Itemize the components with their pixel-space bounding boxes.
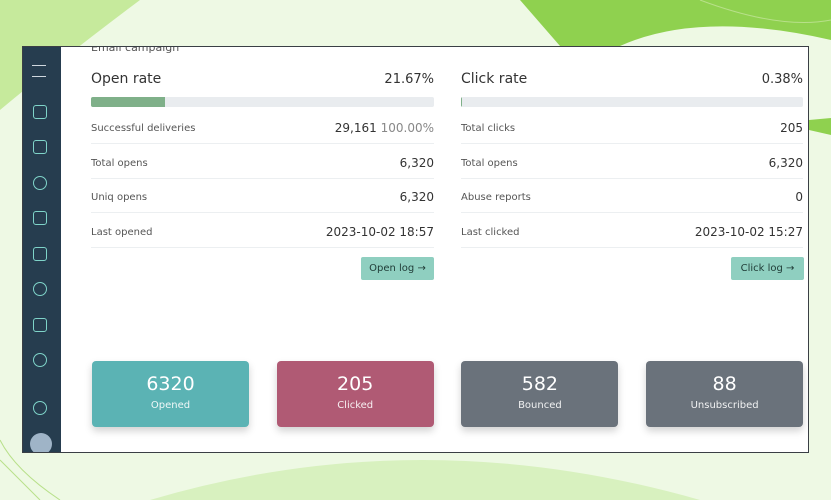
stat-card: 582 Bounced xyxy=(461,361,619,427)
row-value: 205 xyxy=(603,121,803,135)
panel-title: Open rate xyxy=(91,71,162,87)
value: 2023-10-02 15:27 xyxy=(694,224,803,239)
row-label: Abuse reports xyxy=(461,192,531,203)
page-heading: Email campaign xyxy=(91,46,180,54)
nav-home[interactable] xyxy=(33,105,47,119)
nav-templates[interactable] xyxy=(33,247,47,261)
row-value: 2023-10-02 15:27 xyxy=(603,225,803,239)
row-label: Successful deliveries xyxy=(91,123,196,134)
open-log-button[interactable]: Open log → xyxy=(361,257,434,280)
value: 205 xyxy=(780,121,803,135)
value: 6,320 xyxy=(399,190,434,204)
row-label: Uniq opens xyxy=(91,192,148,203)
row-divider xyxy=(91,143,434,144)
user-avatar[interactable] xyxy=(30,433,52,452)
row-value: 2023-10-02 18:57 xyxy=(234,225,434,239)
row-label: Total clicks xyxy=(461,123,516,134)
row-value: 6,320 xyxy=(603,156,803,170)
stat-number: 582 xyxy=(521,373,559,395)
nav-forms[interactable] xyxy=(33,318,47,332)
rate-value: 0.38% xyxy=(761,72,803,87)
row-divider xyxy=(461,177,803,179)
stat-caption: Clicked xyxy=(337,400,374,411)
rate-track xyxy=(91,97,434,107)
row-divider xyxy=(461,212,803,213)
value-percent: 100.00% xyxy=(380,121,434,135)
value: 0 xyxy=(795,190,803,204)
value: 6,320 xyxy=(399,155,434,170)
row-divider xyxy=(461,246,803,248)
stat-card: 6320 Opened xyxy=(92,361,249,427)
menu-toggle[interactable] xyxy=(32,65,46,77)
nav-history[interactable] xyxy=(33,401,47,415)
row-value: 0 xyxy=(603,190,803,204)
row-label: Total opens xyxy=(461,157,518,169)
stat-caption: Bounced xyxy=(518,400,562,411)
nav-automation[interactable] xyxy=(33,176,47,190)
rate-track xyxy=(461,97,803,107)
stat-caption: Unsubscribed xyxy=(690,400,759,411)
row-divider xyxy=(461,143,803,144)
row-value: 29,161 100.00% xyxy=(234,121,434,135)
click-log-button[interactable]: Click log → xyxy=(731,257,804,280)
panel-title: Click rate xyxy=(461,71,528,87)
stat-card: 205 Clicked xyxy=(276,361,434,427)
rate-bar xyxy=(461,97,463,107)
value: 2023-10-02 18:57 xyxy=(325,224,434,239)
stat-number: 205 xyxy=(337,373,374,395)
stat-number: 88 xyxy=(712,373,737,395)
row-label: Total opens xyxy=(91,157,148,169)
row-divider xyxy=(91,177,434,179)
row-value: 6,320 xyxy=(234,156,434,170)
row-label: Last clicked xyxy=(461,226,520,238)
row-label: Last opened xyxy=(91,226,153,238)
row-divider xyxy=(91,246,434,248)
row-divider xyxy=(91,212,434,213)
nav-lists[interactable] xyxy=(33,211,47,225)
rate-value: 21.67% xyxy=(384,72,434,87)
stat-card: 88 Unsubscribed xyxy=(646,361,804,427)
stat-number: 6320 xyxy=(146,373,195,395)
nav-sync[interactable] xyxy=(33,282,47,296)
value: 6,320 xyxy=(768,155,803,170)
nav-campaigns[interactable] xyxy=(33,140,47,154)
nav-settings[interactable] xyxy=(33,353,47,367)
sidebar xyxy=(23,47,61,452)
rate-bar xyxy=(91,97,166,107)
value: 29,161 xyxy=(334,121,377,135)
stat-caption: Opened xyxy=(150,400,191,411)
row-value: 6,320 xyxy=(234,190,434,204)
app-window: Email campaign Open rate 21.67% Successf… xyxy=(22,46,809,453)
